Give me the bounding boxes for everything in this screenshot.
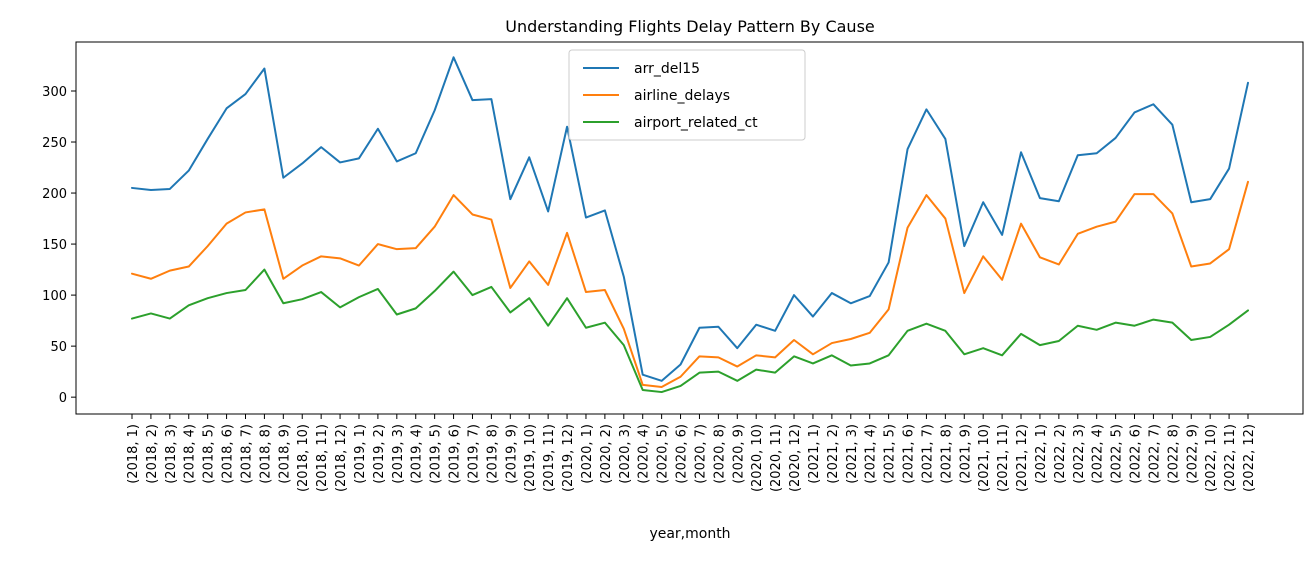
x-tick-label: (2021, 7) [920, 424, 935, 484]
x-tick-label: (2018, 9) [277, 424, 292, 484]
y-axis: 0 50 100 150 200 250 300 [42, 85, 76, 406]
y-tick-label: 100 [42, 289, 67, 304]
x-tick-label: (2019, 2) [372, 424, 387, 484]
y-tick-label: 50 [50, 340, 67, 355]
x-tick-label: (2018, 7) [239, 424, 254, 484]
x-tick-label: (2022, 8) [1166, 424, 1181, 484]
legend-box [568, 49, 806, 141]
x-tick-label: (2021, 6) [902, 424, 917, 484]
x-tick-label: (2018, 3) [164, 424, 179, 484]
x-tick-label: (2018, 10) [296, 424, 311, 492]
series-line-arr-del15 [131, 56, 1249, 382]
x-tick-label: (2018, 5) [202, 424, 217, 484]
x-tick-label: (2022, 9) [1185, 424, 1200, 484]
x-tick-label: (2021, 9) [958, 424, 973, 484]
legend-label-airport-related-ct: airport_related_ct [634, 115, 758, 131]
series-layer [131, 56, 1249, 394]
x-tick-label: (2021, 1) [807, 424, 822, 484]
x-tick-label: (2022, 5) [1110, 424, 1125, 484]
x-tick-label: (2019, 10) [523, 424, 538, 492]
x-tick-label: (2018, 1) [126, 424, 141, 484]
x-tick-label: (2020, 6) [675, 424, 690, 484]
x-tick-label: (2022, 11) [1223, 424, 1238, 492]
x-tick-label: (2019, 3) [391, 424, 406, 484]
x-tick-label: (2022, 3) [1072, 424, 1087, 484]
x-tick-label: (2022, 7) [1147, 424, 1162, 484]
x-tick-label: (2020, 9) [731, 424, 746, 484]
legend-label-airline-delays: airline_delays [634, 88, 730, 104]
x-tick-label: (2019, 11) [542, 424, 557, 492]
x-tick-label: (2020, 10) [750, 424, 765, 492]
x-tick-label: (2018, 4) [183, 424, 198, 484]
plot-frame [75, 41, 1304, 415]
x-tick-label: (2019, 12) [561, 424, 576, 492]
x-tick-label: (2019, 1) [353, 424, 368, 484]
legend-label-arr-del15: arr_del15 [634, 61, 700, 77]
x-tick-label: (2020, 5) [656, 424, 671, 484]
x-tick-label: (2020, 2) [599, 424, 614, 484]
y-tick-label: 0 [59, 391, 67, 406]
x-tick-label: (2022, 12) [1242, 424, 1257, 492]
x-tick-label: (2020, 4) [637, 424, 652, 484]
x-tick-label: (2020, 7) [693, 424, 708, 484]
x-tick-label: (2021, 4) [864, 424, 879, 484]
y-tick-label: 300 [42, 85, 67, 100]
x-tick-label: (2021, 3) [845, 424, 860, 484]
y-tick-label: 150 [42, 238, 67, 253]
x-tick-label: (2018, 2) [145, 424, 160, 484]
legend[interactable]: arr_del15 airline_delays airport_related_c… [568, 49, 806, 141]
x-tick-label: (2019, 5) [429, 424, 444, 484]
series-line-airport-related-ct [131, 268, 1249, 394]
x-tick-label: (2018, 11) [315, 424, 330, 492]
x-tick-label: (2019, 9) [504, 424, 519, 484]
x-tick-label: (2020, 12) [788, 424, 803, 492]
x-tick-label: (2022, 10) [1204, 424, 1219, 492]
x-axis: (2018, 1) (2018, 2) (2018, 3) (2018, 4) (201… [126, 414, 1257, 492]
x-tick-label: (2021, 11) [996, 424, 1011, 492]
x-tick-label: (2022, 2) [1053, 424, 1068, 484]
x-tick-label: (2021, 10) [977, 424, 992, 492]
x-tick-label: (2020, 11) [769, 424, 784, 492]
x-tick-label: (2022, 4) [1091, 424, 1106, 484]
y-tick-label: 250 [42, 136, 67, 151]
chart-title: Understanding Flights Delay Pattern By C… [505, 17, 875, 36]
x-tick-label: (2022, 6) [1129, 424, 1144, 484]
x-tick-label: (2020, 1) [580, 424, 595, 484]
x-tick-label: (2021, 2) [826, 424, 841, 484]
x-tick-label: (2019, 8) [485, 424, 500, 484]
x-tick-label: (2018, 12) [334, 424, 349, 492]
x-tick-label: (2019, 7) [466, 424, 481, 484]
x-tick-label: (2022, 1) [1034, 424, 1049, 484]
x-tick-label: (2020, 3) [618, 424, 633, 484]
x-tick-label: (2018, 8) [258, 424, 273, 484]
x-tick-label: (2019, 4) [410, 424, 425, 484]
x-axis-title: year,month [649, 526, 730, 542]
x-tick-label: (2020, 8) [712, 424, 727, 484]
x-tick-label: (2018, 6) [221, 424, 236, 484]
x-tick-label: (2021, 8) [939, 424, 954, 484]
y-tick-label: 200 [42, 187, 67, 202]
x-tick-label: (2021, 12) [1015, 424, 1030, 492]
x-tick-label: (2019, 6) [448, 424, 463, 484]
series-line-airline-delays [131, 180, 1249, 388]
x-tick-label: (2021, 5) [883, 424, 898, 484]
